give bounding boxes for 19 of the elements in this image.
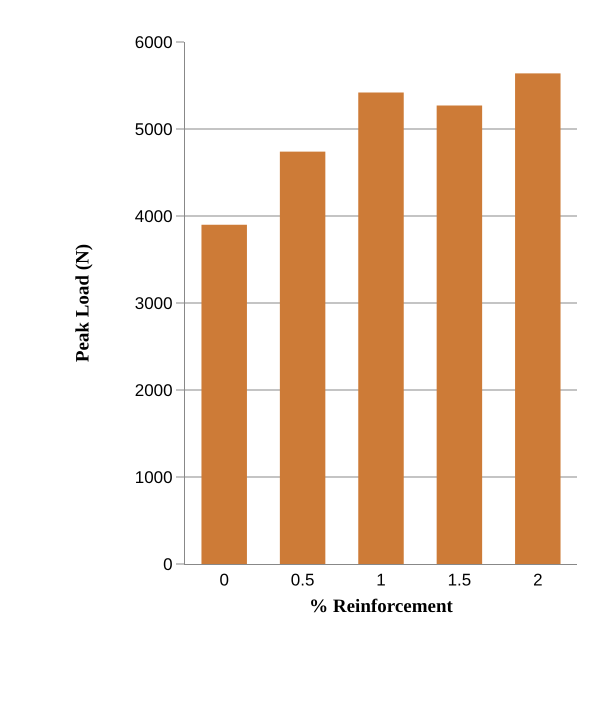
- x-tick-label: 1: [376, 570, 386, 590]
- y-tick-label: 3000: [134, 294, 173, 313]
- y-tick-label: 1000: [134, 468, 173, 487]
- x-tick-label: 1.5: [448, 570, 472, 590]
- bar: [436, 106, 482, 564]
- bar: [358, 92, 404, 564]
- bar: [201, 224, 247, 564]
- bar: [515, 73, 561, 564]
- y-axis-title: Peak Load (N): [72, 244, 94, 362]
- x-tick-label: 2: [533, 570, 543, 590]
- bar: [280, 152, 326, 564]
- y-tick-label: 6000: [134, 32, 173, 52]
- y-tick-label: 2000: [134, 380, 173, 400]
- y-tick-label: 0: [163, 554, 173, 574]
- x-tick-label: 0.5: [290, 570, 314, 590]
- y-tick-label: 4000: [134, 206, 173, 226]
- x-axis-title: % Reinforcement: [309, 596, 454, 618]
- y-tick-label: 5000: [134, 120, 173, 139]
- x-tick-label: 0: [219, 570, 229, 590]
